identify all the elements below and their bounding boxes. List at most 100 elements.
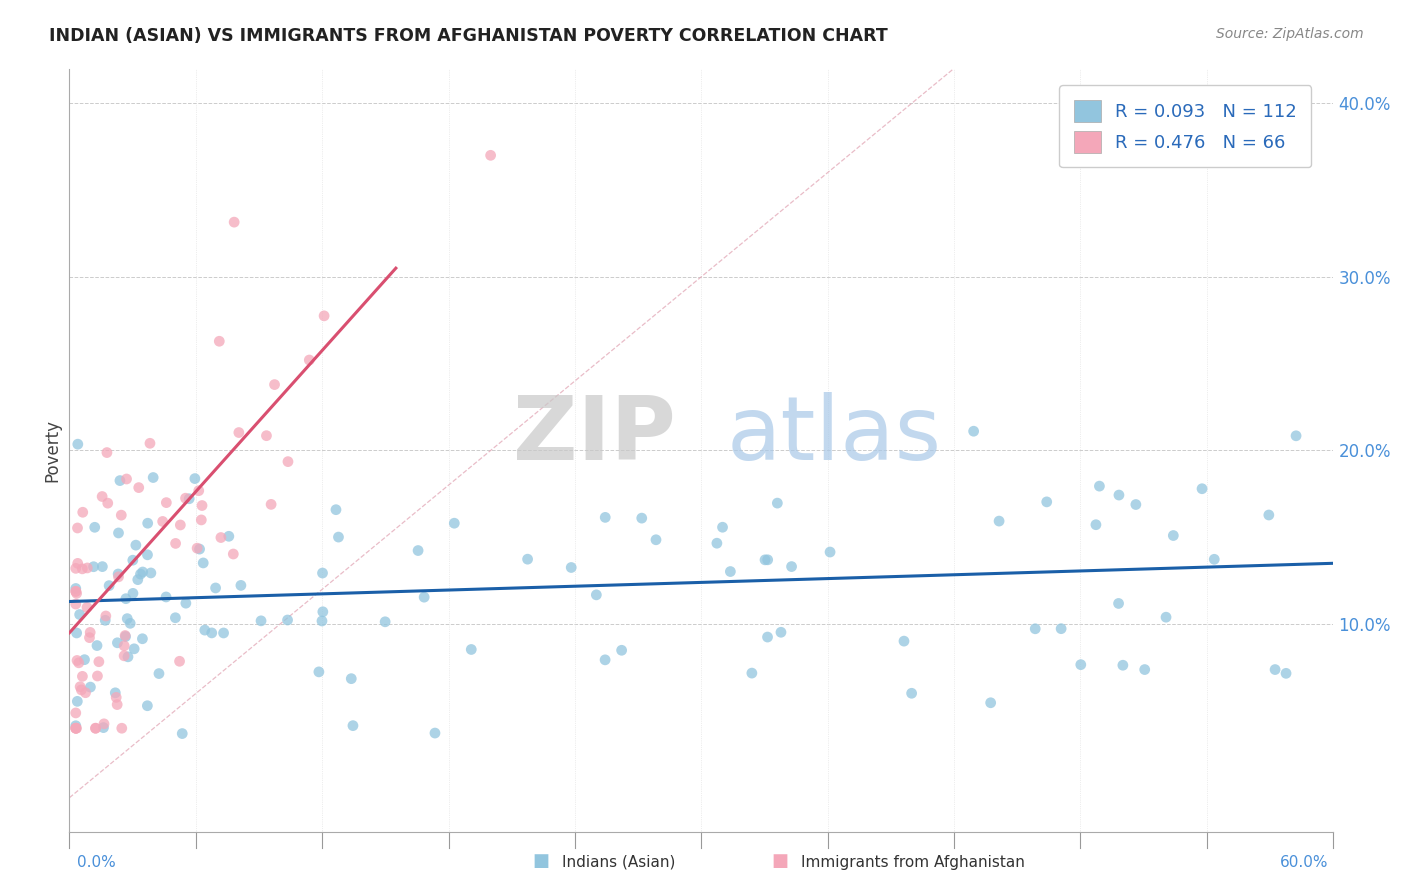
Text: ■: ■ [772, 852, 789, 870]
Legend: R = 0.093   N = 112, R = 0.476   N = 66: R = 0.093 N = 112, R = 0.476 N = 66 [1059, 86, 1312, 167]
Point [115, 591, 138, 606]
Point [96, 445, 118, 459]
Point [423, 726, 446, 740]
Point [208, 334, 231, 349]
Point [87, 655, 110, 669]
Point [818, 545, 841, 559]
Point [1154, 610, 1177, 624]
Point [105, 698, 128, 712]
Point [1070, 657, 1092, 672]
Point [93, 721, 115, 735]
Point [191, 499, 214, 513]
Point [250, 614, 273, 628]
Point [516, 552, 538, 566]
Point [413, 590, 436, 604]
Point [311, 614, 333, 628]
Point [741, 666, 763, 681]
Point [115, 472, 138, 486]
Point [212, 626, 235, 640]
Point [65, 721, 87, 735]
Point [187, 483, 209, 498]
Point [128, 481, 150, 495]
Point [312, 605, 335, 619]
Point [585, 588, 607, 602]
Point [75, 686, 97, 700]
Point [224, 215, 246, 229]
Point [66, 694, 89, 708]
Point [277, 455, 299, 469]
Point [260, 497, 283, 511]
Point [93, 716, 115, 731]
Point [201, 626, 224, 640]
Point [98, 579, 121, 593]
Point [107, 570, 129, 584]
Point [184, 472, 207, 486]
Point [65, 721, 87, 735]
Point [256, 428, 278, 442]
Point [111, 721, 134, 735]
Point [706, 536, 728, 550]
Point [107, 636, 129, 650]
Point [73, 653, 96, 667]
Point [711, 520, 734, 534]
Point [325, 502, 347, 516]
Point [174, 491, 197, 506]
Point [94, 609, 117, 624]
Point [66, 626, 89, 640]
Point [122, 586, 145, 600]
Point [186, 541, 208, 556]
Point [1275, 666, 1298, 681]
Point [1285, 429, 1308, 443]
Point [104, 686, 127, 700]
Point [443, 516, 465, 531]
Point [114, 628, 136, 642]
Point [263, 377, 285, 392]
Point [79, 680, 101, 694]
Point [131, 632, 153, 646]
Point [65, 597, 87, 611]
Point [148, 666, 170, 681]
Point [65, 719, 87, 733]
Point [1125, 498, 1147, 512]
Point [340, 672, 363, 686]
Point [630, 511, 652, 525]
Point [65, 584, 87, 599]
Point [194, 623, 217, 637]
Point [754, 553, 776, 567]
Point [179, 491, 201, 506]
Point [107, 525, 129, 540]
Point [593, 653, 616, 667]
Point [72, 562, 94, 576]
Point [1108, 488, 1130, 502]
Point [900, 686, 922, 700]
Point [121, 553, 143, 567]
Point [165, 536, 187, 550]
Point [155, 495, 177, 509]
Point [66, 437, 89, 451]
Point [893, 634, 915, 648]
Point [120, 616, 142, 631]
Point [1024, 622, 1046, 636]
Point [152, 515, 174, 529]
Point [560, 560, 582, 574]
Text: Immigrants from Afghanistan: Immigrants from Afghanistan [801, 855, 1025, 870]
Point [756, 553, 779, 567]
Point [311, 566, 333, 580]
Point [155, 590, 177, 604]
Point [107, 566, 129, 581]
Point [277, 613, 299, 627]
Point [91, 490, 114, 504]
Y-axis label: Poverty: Poverty [44, 419, 60, 482]
Point [115, 612, 138, 626]
Point [65, 706, 87, 720]
Point [593, 510, 616, 524]
Point [127, 573, 149, 587]
Point [139, 436, 162, 450]
Point [229, 578, 252, 592]
Point [342, 719, 364, 733]
Point [66, 653, 89, 667]
Point [1035, 495, 1057, 509]
Point [129, 567, 152, 582]
Point [188, 542, 211, 557]
Point [139, 566, 162, 580]
